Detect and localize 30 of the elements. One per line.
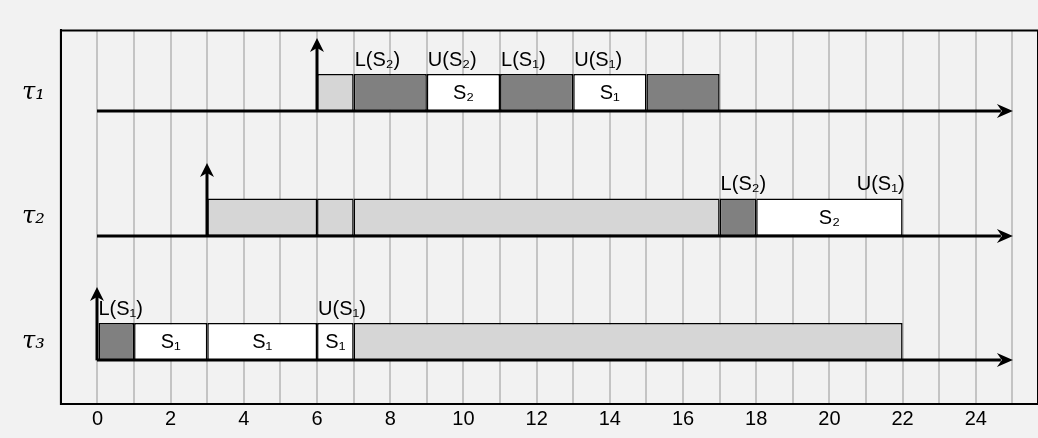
data-label: S₁ [325, 330, 346, 353]
data-label: S₂ [818, 205, 840, 228]
x-tick-label: 14 [598, 406, 621, 429]
annotation: U(S₂) [427, 47, 477, 70]
x-tick-label: 0 [91, 406, 104, 429]
x-tick-label: 2 [165, 406, 177, 429]
annotation: U(S₁) [318, 296, 366, 319]
annotation: L(S₂) [354, 47, 401, 70]
annotation: L(S₁) [98, 296, 144, 319]
x-tick-label: 10 [452, 406, 475, 429]
y-tick-label: τ₃ [21, 325, 45, 354]
x-tick-label: 12 [525, 406, 548, 429]
x-tick-label: 24 [964, 406, 987, 429]
x-tick-label: 4 [238, 406, 250, 429]
x-tick-label: 6 [311, 406, 323, 429]
annotation: L(S₁) [501, 47, 546, 70]
data-label: S₁ [160, 330, 181, 353]
data-label: S₁ [599, 81, 621, 104]
x-tick-label: 8 [384, 406, 396, 429]
x-tick-label: 16 [671, 406, 695, 429]
x-tick-label: 20 [818, 406, 841, 429]
y-tick-label: τ₁ [21, 76, 45, 105]
annotation: U(S₁) [574, 47, 623, 70]
y-tick-label: τ₂ [21, 201, 45, 230]
data-label: S₂ [452, 81, 474, 104]
x-tick-label: 18 [745, 406, 768, 429]
annotation: L(S₂) [720, 172, 767, 195]
data-label: S₁ [252, 330, 273, 353]
annotation: U(S₁) [856, 172, 905, 195]
x-tick-label: 22 [891, 406, 914, 429]
